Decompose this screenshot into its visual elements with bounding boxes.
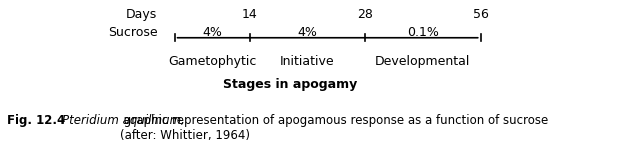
Text: Fig. 12.4: Fig. 12.4 bbox=[7, 114, 66, 127]
Text: Developmental: Developmental bbox=[375, 55, 470, 68]
Text: 28: 28 bbox=[357, 8, 373, 21]
Text: 4%: 4% bbox=[298, 26, 318, 39]
Text: Initiative: Initiative bbox=[280, 55, 334, 68]
Text: 14: 14 bbox=[242, 8, 258, 21]
Text: 4%: 4% bbox=[202, 26, 222, 39]
Text: Stages in apogamy: Stages in apogamy bbox=[223, 78, 357, 91]
Text: graphic representation of apogamous response as a function of sucrose
(after: Wh: graphic representation of apogamous resp… bbox=[120, 114, 548, 142]
Text: Sucrose: Sucrose bbox=[108, 26, 157, 39]
Text: 0.1%: 0.1% bbox=[407, 26, 439, 39]
Text: Pteridium aquilinum,: Pteridium aquilinum, bbox=[62, 114, 185, 127]
Text: 56: 56 bbox=[473, 8, 489, 21]
Text: Days: Days bbox=[126, 8, 157, 21]
Text: Gametophytic: Gametophytic bbox=[168, 55, 256, 68]
